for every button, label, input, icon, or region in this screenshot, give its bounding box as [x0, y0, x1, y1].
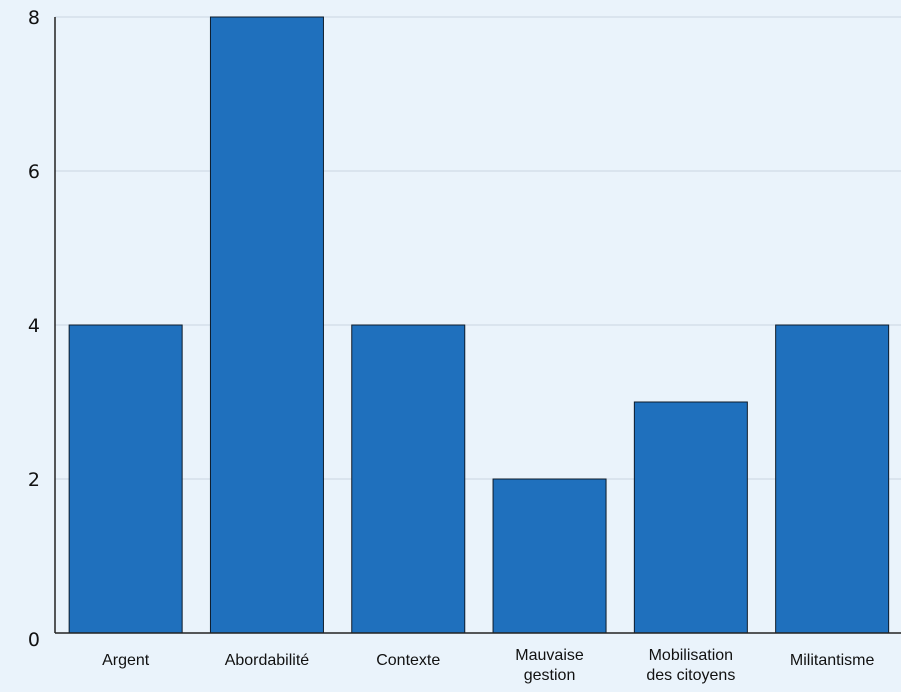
x-tick-label: Mobilisation des citoyens: [646, 647, 735, 684]
axes: [54, 17, 901, 634]
y-tick-label: 6: [28, 161, 40, 183]
x-tick-labels: Argent Abordabilité Contexte Mauvaise gestio…: [102, 647, 874, 684]
y-tick-label: 8: [28, 7, 40, 29]
bar-3: [492, 478, 607, 634]
bar-5: [775, 324, 890, 634]
bar-4: [633, 401, 748, 634]
x-tick-label: Militantisme: [790, 652, 875, 669]
y-tick-label: 0: [28, 629, 40, 651]
bar-0: [68, 324, 183, 634]
grid-lines: [55, 16, 901, 480]
x-tick-label-line: Contexte: [376, 652, 440, 669]
x-tick-label-line: Mauvaise: [515, 647, 584, 664]
bar-1: [209, 16, 324, 634]
x-tick-label-line: Argent: [102, 652, 150, 669]
x-tick-label: Contexte: [376, 652, 440, 669]
bar-2: [351, 324, 466, 634]
x-tick-label-line: Militantisme: [790, 652, 875, 669]
x-tick-label-line: Mobilisation: [649, 647, 733, 664]
x-tick-label: Argent: [102, 652, 150, 669]
y-tick-labels: 0 2 4 6 8: [28, 7, 40, 651]
x-tick-label-line: des citoyens: [646, 667, 735, 684]
x-tick-label: Abordabilité: [225, 652, 310, 669]
y-tick-label: 2: [28, 469, 40, 491]
x-tick-label: Mauvaise gestion: [515, 647, 584, 684]
y-tick-label: 4: [28, 315, 40, 337]
x-tick-label-line: gestion: [524, 667, 576, 684]
x-tick-label-line: Abordabilité: [225, 652, 310, 669]
bars: [68, 16, 890, 634]
